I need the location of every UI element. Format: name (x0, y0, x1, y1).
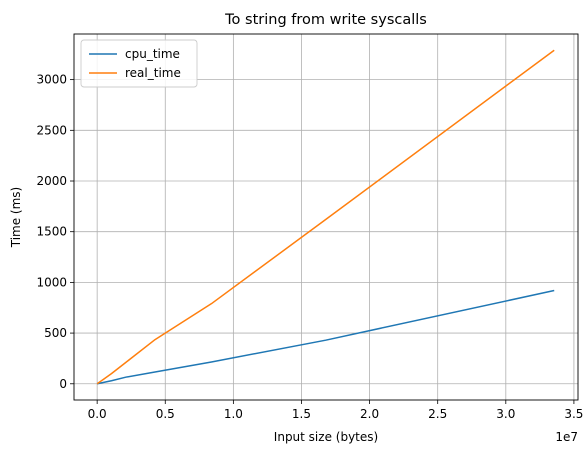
plot-frame (73, 33, 579, 401)
y-tick-label: 1500 (36, 225, 67, 239)
grid-lines (74, 34, 578, 400)
x-tick-label: 3.0 (496, 407, 515, 421)
y-tick-label: 500 (44, 326, 67, 340)
series-lines (96, 49, 555, 385)
legend: cpu_time real_time (80, 39, 198, 88)
legend-label: cpu_time (125, 47, 180, 61)
y-tick-label: 3000 (36, 73, 67, 87)
x-axis-label: Input size (bytes) (274, 430, 378, 444)
y-tick-label: 1000 (36, 275, 67, 289)
x-tick-label: 1.0 (224, 407, 243, 421)
y-tick-label: 0 (59, 377, 67, 391)
y-axis-ticks: 0 500 1000 1500 2000 2500 3000 (36, 73, 74, 391)
y-tick-label: 2500 (36, 123, 67, 137)
x-axis-ticks: 0.0 0.5 1.0 1.5 2.0 2.5 3.0 3.5 (88, 400, 583, 421)
series-line-cpu-time (97, 289, 555, 385)
y-tick-label: 2000 (36, 174, 67, 188)
x-tick-label: 2.0 (360, 407, 379, 421)
y-axis-label: Time (ms) (9, 187, 23, 249)
x-tick-label: 0.5 (156, 407, 175, 421)
series-line-real-time (96, 49, 555, 385)
legend-label: real_time (125, 66, 181, 80)
x-axis-offset-label: 1e7 (555, 430, 578, 444)
legend-box (80, 39, 198, 88)
x-tick-label: 1.5 (292, 407, 311, 421)
x-tick-label: 0.0 (88, 407, 107, 421)
x-tick-label: 2.5 (428, 407, 447, 421)
chart-title: To string from write syscalls (224, 12, 427, 28)
x-tick-label: 3.5 (564, 407, 583, 421)
